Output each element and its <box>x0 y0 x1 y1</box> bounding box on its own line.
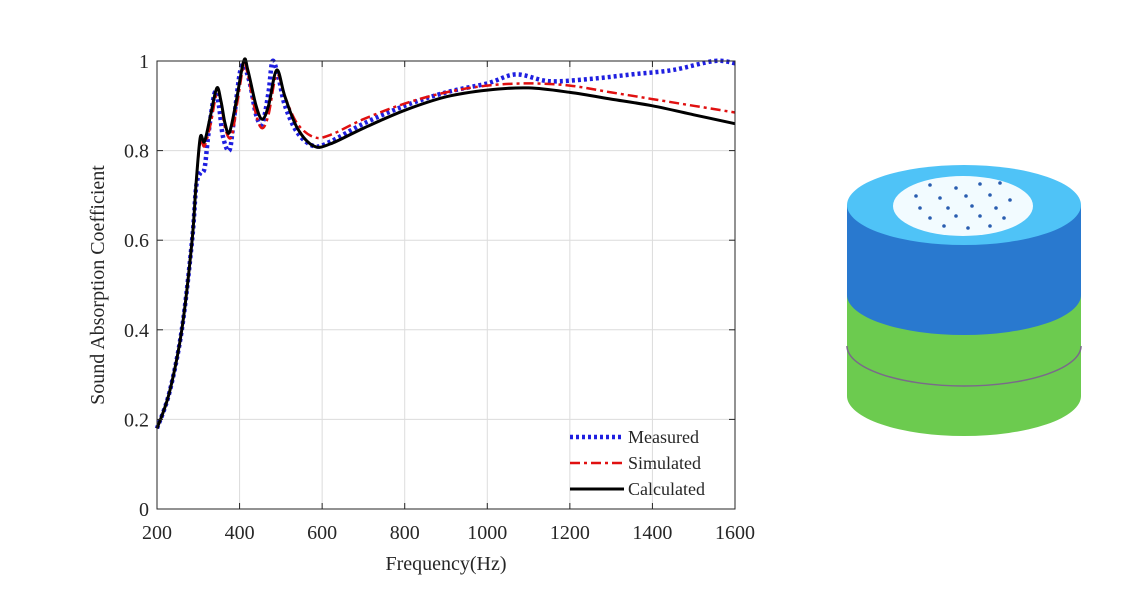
series-lines <box>154 57 736 430</box>
perforation-hole <box>1008 198 1012 202</box>
y-tick-label: 0.8 <box>124 141 149 163</box>
tick-labels: 200 400 600 800 1000 1200 1400 1600 0 0.2 0.4 0.6 0.… <box>124 51 755 544</box>
perforation-hole <box>954 186 958 190</box>
y-tick-label: 1 <box>139 51 149 73</box>
perforation-hole <box>970 204 974 208</box>
perforation-hole <box>966 226 970 230</box>
legend-label-simulated: Simulated <box>628 453 701 473</box>
perforation-holes <box>914 181 1012 230</box>
x-tick-label: 1000 <box>467 522 507 544</box>
perforation-hole <box>914 194 918 198</box>
legend-label-calculated: Calculated <box>628 479 705 499</box>
perforation-hole <box>928 183 932 187</box>
x-tick-label: 1400 <box>632 522 672 544</box>
chart-svg: 200 400 600 800 1000 1200 1400 1600 0 0.2 0.4 0.6 0.… <box>87 51 755 575</box>
plot-area-background <box>157 61 735 509</box>
series-line-calculated <box>155 57 736 429</box>
y-tick-label: 0 <box>139 499 149 521</box>
y-tick-label: 0.4 <box>124 320 149 342</box>
y-tick-label: 0.6 <box>124 230 149 252</box>
perforation-hole <box>978 214 982 218</box>
perforation-hole <box>942 224 946 228</box>
layer-seam-line <box>846 345 1082 387</box>
perforated-plate <box>893 176 1033 236</box>
perforation-hole <box>938 196 942 200</box>
y-axis-label: Sound Absorption Coefficient <box>87 165 109 405</box>
perforation-hole <box>994 206 998 210</box>
perforation-hole <box>918 206 922 210</box>
perforation-hole <box>946 206 950 210</box>
x-tick-label: 200 <box>142 522 172 544</box>
perforation-hole <box>928 216 932 220</box>
perforation-hole <box>954 214 958 218</box>
perforation-hole <box>998 181 1002 185</box>
x-tick-label: 1600 <box>715 522 755 544</box>
perforation-hole <box>964 194 968 198</box>
x-tick-label: 600 <box>307 522 337 544</box>
plot-area-frame <box>156 60 736 510</box>
legend: Measured Simulated Calculated <box>570 427 705 499</box>
y-tick-label: 0.2 <box>124 409 149 431</box>
grid-lines <box>157 61 735 509</box>
x-tick-label: 400 <box>225 522 255 544</box>
x-axis-label: Frequency(Hz) <box>385 553 506 575</box>
lower-layer-body <box>847 295 1081 436</box>
perforation-hole <box>978 182 982 186</box>
perforation-hole <box>1002 216 1006 220</box>
x-tick-label: 800 <box>390 522 420 544</box>
axis-ticks <box>156 60 736 510</box>
perforation-hole <box>988 224 992 228</box>
legend-label-measured: Measured <box>628 427 699 447</box>
x-tick-label: 1200 <box>550 522 590 544</box>
series-line-simulated <box>155 62 736 429</box>
absorption-chart: 200 400 600 800 1000 1200 1400 1600 0 0.2 0.4 0.6 0.… <box>87 51 755 575</box>
cylinder-svg <box>846 165 1082 436</box>
perforation-hole <box>988 193 992 197</box>
specimen-illustration <box>820 150 1110 450</box>
